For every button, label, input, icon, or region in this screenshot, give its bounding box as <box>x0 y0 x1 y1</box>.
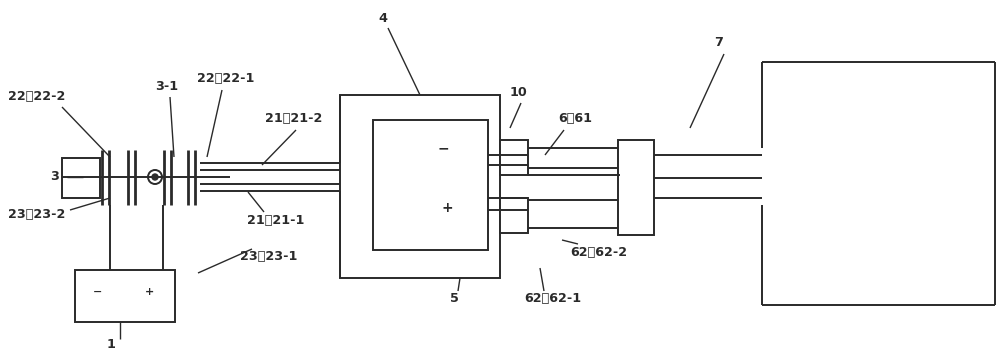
Text: 62、62-2: 62、62-2 <box>570 246 627 258</box>
Text: 23、23-2: 23、23-2 <box>8 209 65 222</box>
Bar <box>62 158 100 198</box>
Bar <box>500 198 528 233</box>
Text: 3-1: 3-1 <box>155 79 178 93</box>
Bar <box>75 270 175 322</box>
Text: 5: 5 <box>450 292 459 304</box>
Bar <box>340 95 500 278</box>
Bar <box>500 140 528 175</box>
Text: 22、22-2: 22、22-2 <box>8 89 65 103</box>
Text: +: + <box>145 287 155 297</box>
Text: 62、62-1: 62、62-1 <box>524 292 581 304</box>
Text: 21、21-2: 21、21-2 <box>265 112 322 125</box>
Text: 1: 1 <box>107 339 116 351</box>
Text: 3: 3 <box>50 171 59 183</box>
Text: 21、21-1: 21、21-1 <box>247 214 304 227</box>
Text: 22、22-1: 22、22-1 <box>197 71 254 84</box>
Text: −: − <box>437 141 449 155</box>
Bar <box>373 120 488 250</box>
Circle shape <box>152 174 158 180</box>
Text: 7: 7 <box>714 36 723 48</box>
Text: 10: 10 <box>510 85 528 98</box>
Text: +: + <box>441 201 453 215</box>
Text: 23、23-1: 23、23-1 <box>240 251 297 264</box>
Text: 4: 4 <box>378 11 387 24</box>
Text: −: − <box>93 287 103 297</box>
Text: 6、61: 6、61 <box>558 112 592 125</box>
Bar <box>618 140 654 235</box>
